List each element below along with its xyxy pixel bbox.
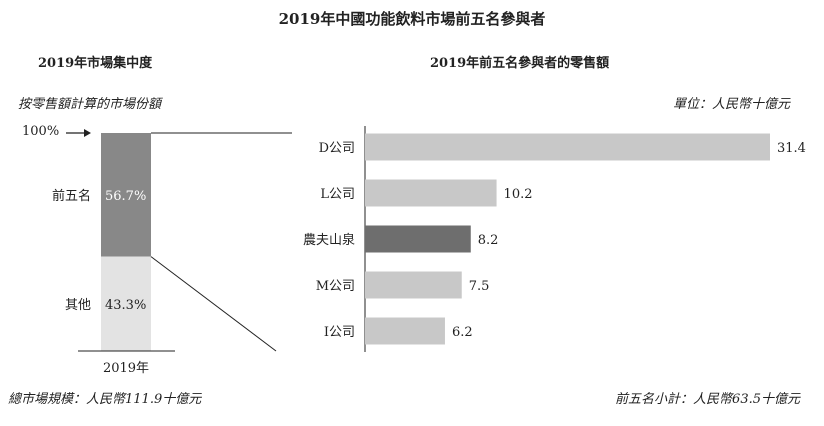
bar-category-label: 農夫山泉 <box>303 232 355 248</box>
stack-category-label: 2019年 <box>103 361 149 376</box>
stack-segment-label: 前五名 <box>52 188 91 204</box>
bar-value-label: 8.2 <box>478 233 499 248</box>
stack-segment-2 <box>101 256 151 351</box>
bar <box>365 271 462 299</box>
top-marker-arrow-icon <box>84 129 91 137</box>
bar <box>365 179 497 207</box>
stack-segment-value: 43.3% <box>105 298 146 313</box>
bar-value-label: 10.2 <box>504 187 533 202</box>
left-footer-note: 總市場規模：人民幣111.9十億元 <box>8 392 202 407</box>
stack-segment-value: 56.7% <box>105 189 146 204</box>
main-title: 2019年中國功能飲料市場前五名參與者 <box>278 10 546 28</box>
top5-retail-bar-chart: D公司 31.4 L公司 10.2 農夫山泉 8.2 M公司 7.5 I公司 6.2 <box>303 126 806 352</box>
right-footer-note: 前五名小計：人民幣63.5十億元 <box>615 392 800 407</box>
unit-note: 單位：人民幣十億元 <box>672 97 790 112</box>
right-panel-title: 2019年前五名參與者的零售額 <box>430 56 610 71</box>
stacked-share-chart: 前五名 56.7% 其他 43.3% 2019年 <box>52 133 175 376</box>
connector-line-bottom <box>150 256 277 352</box>
bar <box>365 225 471 253</box>
left-panel-subtitle: 按零售額計算的市場份額 <box>18 97 162 112</box>
bar-category-label: I公司 <box>324 325 355 340</box>
bar <box>365 317 445 345</box>
stack-segment-1 <box>101 133 151 257</box>
bar-value-label: 7.5 <box>469 279 490 294</box>
stack-segment-label: 其他 <box>65 298 91 313</box>
top-marker-label: 100% <box>22 124 60 139</box>
bar-category-label: M公司 <box>316 279 355 294</box>
bar-value-label: 31.4 <box>777 141 806 156</box>
bar-category-label: L公司 <box>320 187 355 202</box>
left-panel-title: 2019年市場集中度 <box>38 56 153 71</box>
bar-category-label: D公司 <box>319 141 355 156</box>
bar <box>365 133 770 161</box>
bar-value-label: 6.2 <box>452 325 473 340</box>
connector-lines <box>66 129 292 352</box>
